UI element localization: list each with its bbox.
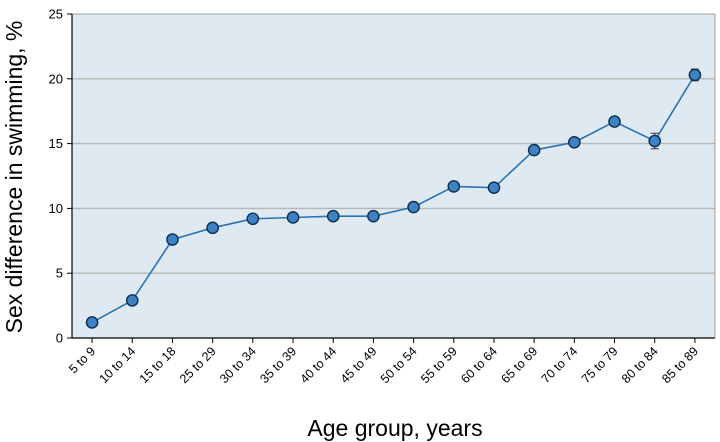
y-axis-title: Sex difference in swimming, % <box>1 21 27 334</box>
data-point <box>447 180 461 193</box>
x-tick-label: 50 to 54 <box>378 344 420 386</box>
axes <box>71 13 716 339</box>
x-tick-label: 65 to 69 <box>498 344 540 386</box>
y-tick-label: 25 <box>49 7 63 22</box>
y-tick-label: 5 <box>56 266 63 281</box>
grid-lines <box>72 78 715 274</box>
data-point <box>286 211 300 224</box>
data-point <box>487 181 501 194</box>
data-point <box>246 212 260 226</box>
data-point <box>125 294 139 307</box>
x-tick-label: 60 to 64 <box>458 344 500 386</box>
x-tick-label: 5 to 9 <box>66 344 98 376</box>
x-tick-label: 55 to 59 <box>418 344 460 386</box>
y-tick-label: 15 <box>49 136 63 151</box>
data-point <box>326 209 340 223</box>
x-tick-label: 10 to 14 <box>97 344 139 386</box>
series-line <box>91 74 696 324</box>
data-point <box>568 136 581 149</box>
x-tick-label: 35 to 39 <box>257 344 299 386</box>
data-point <box>166 233 179 246</box>
x-tick-label: 25 to 29 <box>177 344 219 386</box>
x-tick-label: 80 to 84 <box>619 344 661 386</box>
data-point <box>688 68 702 82</box>
x-tick-label: 30 to 34 <box>217 344 259 386</box>
x-tick-label: 85 to 89 <box>659 344 701 386</box>
plot-area <box>72 14 715 338</box>
series <box>85 68 702 329</box>
data-point <box>367 209 380 223</box>
x-tick-label: 70 to 74 <box>539 344 581 386</box>
x-tick-label: 45 to 49 <box>338 344 380 386</box>
y-tick-label: 0 <box>56 331 63 346</box>
y-tick-label: 20 <box>49 71 63 86</box>
data-point <box>608 115 621 128</box>
x-tick-label: 40 to 44 <box>297 344 339 386</box>
data-point <box>85 316 99 329</box>
data-point <box>527 143 541 157</box>
data-point <box>648 134 662 148</box>
x-axis-title: Age group, years <box>307 415 482 441</box>
x-tick-label: 75 to 79 <box>579 344 621 386</box>
data-point <box>407 200 420 214</box>
x-tick-label: 15 to 18 <box>137 344 179 386</box>
y-tick-label: 10 <box>49 201 63 216</box>
y-axis-ticks: 0 5 10 15 20 25 <box>49 7 72 346</box>
data-point <box>206 221 219 235</box>
